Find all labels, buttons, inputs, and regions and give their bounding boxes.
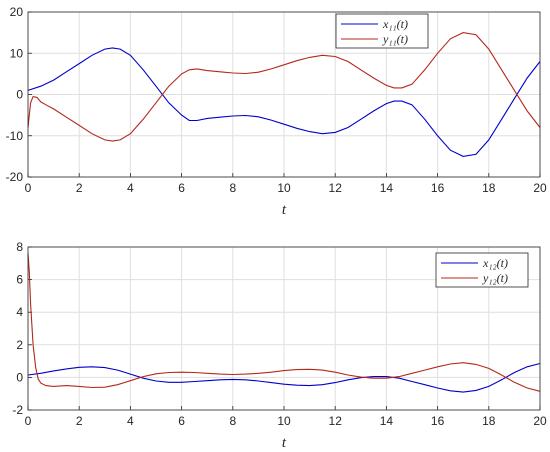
bottom-axes-box xyxy=(27,246,541,411)
bottom-x-tick-label: 18 xyxy=(482,414,496,428)
top-y-tick-label: 0 xyxy=(16,88,23,102)
bottom-x-tick-label: 0 xyxy=(25,414,32,428)
top-x-tick-label: 14 xyxy=(380,181,394,195)
top-legend-box xyxy=(335,13,429,49)
bottom-y-tick-label: 8 xyxy=(16,240,23,254)
bottom-series-line-1 xyxy=(27,362,541,393)
bottom-y-tick-label: -2 xyxy=(12,403,23,417)
top-legend-label-1: x₁₁(t) xyxy=(382,17,408,31)
top-x-tick-label: 20 xyxy=(533,181,547,195)
top-subplot: t 0 2 4 6 8 10 12 14 16 18 20 20 10 0 -10 -20 x₁₁(t)y₁₁(… xyxy=(6,5,547,218)
bottom-legend-box xyxy=(435,252,529,288)
top-legend-label-2: y₁₁(t) xyxy=(382,32,408,46)
top-y-tick-label: -10 xyxy=(6,129,24,143)
bottom-x-tick-label: 2 xyxy=(76,414,83,428)
top-x-tick-label: 12 xyxy=(329,181,343,195)
bottom-x-tick-label: 12 xyxy=(329,414,343,428)
top-x-tick-label: 8 xyxy=(229,181,236,195)
bottom-legend: x₁₂(t)y₁₂(t) xyxy=(435,252,529,288)
bottom-x-tick-label: 20 xyxy=(533,414,547,428)
bottom-x-tick-label: 16 xyxy=(431,414,445,428)
top-axes-box xyxy=(27,11,541,178)
top-x-tick-label: 2 xyxy=(76,181,83,195)
bottom-legend-label-2: y₁₂(t) xyxy=(482,271,508,285)
top-x-tick-label: 18 xyxy=(482,181,496,195)
bottom-x-tick-label: 10 xyxy=(277,414,291,428)
bottom-x-tick-label: 6 xyxy=(178,414,185,428)
top-y-tick-label: 10 xyxy=(10,46,24,60)
top-x-tick-label: 16 xyxy=(431,181,445,195)
bottom-series-line-2 xyxy=(27,253,541,392)
top-x-tick-label: 4 xyxy=(127,181,134,195)
top-x-tick-label: 0 xyxy=(25,181,32,195)
bottom-y-tick-label: 6 xyxy=(16,273,23,287)
bottom-y-tick-label: 4 xyxy=(16,305,23,319)
top-x-axis-label: t xyxy=(282,202,287,218)
top-y-tick-label: 20 xyxy=(10,5,24,19)
top-legend: x₁₁(t)y₁₁(t) xyxy=(335,13,429,49)
top-series-line-1 xyxy=(27,47,541,157)
top-x-tick-label: 10 xyxy=(277,181,291,195)
bottom-legend-label-1: x₁₂(t) xyxy=(482,256,508,270)
bottom-x-tick-label: 8 xyxy=(229,414,236,428)
top-series-line-2 xyxy=(27,32,541,142)
top-y-tick-label: -20 xyxy=(6,170,24,184)
bottom-x-tick-label: 14 xyxy=(380,414,394,428)
bottom-x-tick-label: 4 xyxy=(127,414,134,428)
bottom-y-tick-label: 2 xyxy=(16,338,23,352)
top-x-tick-label: 6 xyxy=(178,181,185,195)
bottom-y-tick-label: 0 xyxy=(16,370,23,384)
bottom-x-axis-label: t xyxy=(282,435,287,451)
